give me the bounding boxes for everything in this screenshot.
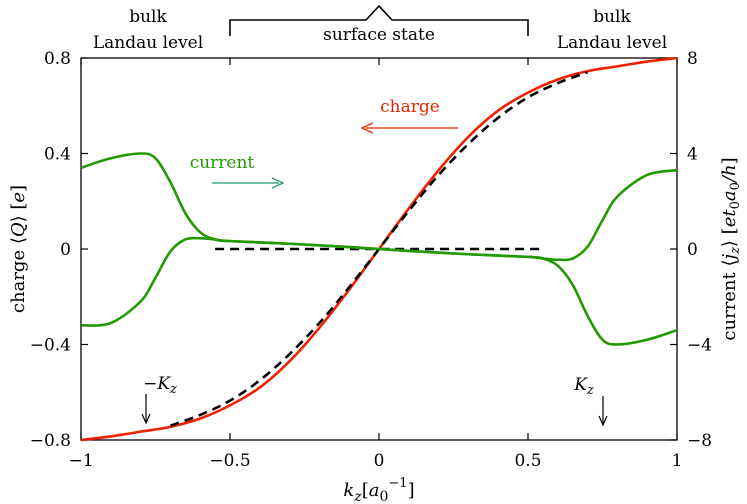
annotation-current: current xyxy=(190,153,255,173)
annotation-minus-kz: −Kz xyxy=(143,374,177,397)
annotation-charge: charge xyxy=(380,97,440,117)
y-right-tick-label: 4 xyxy=(687,145,698,165)
x-tick-label: 1 xyxy=(672,451,683,471)
x-tick-label: 0.5 xyxy=(514,451,541,471)
minus-kz-arrowhead xyxy=(141,413,151,425)
charge-arrowhead xyxy=(360,122,374,134)
y-axis-left-label: charge ⟨Q⟩ [e] xyxy=(8,185,29,313)
y-left-tick-label: −0.4 xyxy=(30,336,71,356)
annotation-surface-state: surface state xyxy=(323,25,435,45)
annotation-bulk-right-1: bulk xyxy=(593,7,631,27)
y-right-tick-label: −4 xyxy=(687,336,712,356)
series-line-5 xyxy=(80,168,678,327)
x-axis-label: kz[a0−1] xyxy=(343,476,414,504)
tick-labels: −1 −0.5 0 0.5 1 −0.8 −0.4 0 0.4 0.8 −8 −4 0 4 8 xyxy=(30,49,712,471)
x-tick-label: −0.5 xyxy=(209,451,250,471)
y-right-tick-label: −8 xyxy=(687,431,712,451)
y-left-tick-label: 0 xyxy=(60,240,71,260)
y-right-tick-label: 8 xyxy=(687,49,698,69)
y-left-tick-label: −0.8 xyxy=(30,431,71,451)
axis-ticks xyxy=(80,57,678,441)
y-axis-right-label: current ⟨jz⟩ [et0a0/h] xyxy=(719,157,743,340)
y-right-tick-label: 0 xyxy=(687,240,698,260)
surface-state-brace xyxy=(229,4,529,36)
kz-arrowhead xyxy=(598,415,608,427)
annotation-bulk-left-1: bulk xyxy=(129,7,167,27)
annotation-bulk-right-2: Landau level xyxy=(557,33,667,53)
current-arrowhead xyxy=(271,177,285,189)
series-layer xyxy=(80,56,678,442)
x-tick-label: −1 xyxy=(68,451,93,471)
x-tick-label: 0 xyxy=(374,451,385,471)
annotation-bulk-left-2: Landau level xyxy=(93,33,203,53)
y-left-tick-label: 0.4 xyxy=(44,145,71,165)
y-left-tick-label: 0.8 xyxy=(44,49,71,69)
annotation-kz: Kz xyxy=(573,375,594,398)
